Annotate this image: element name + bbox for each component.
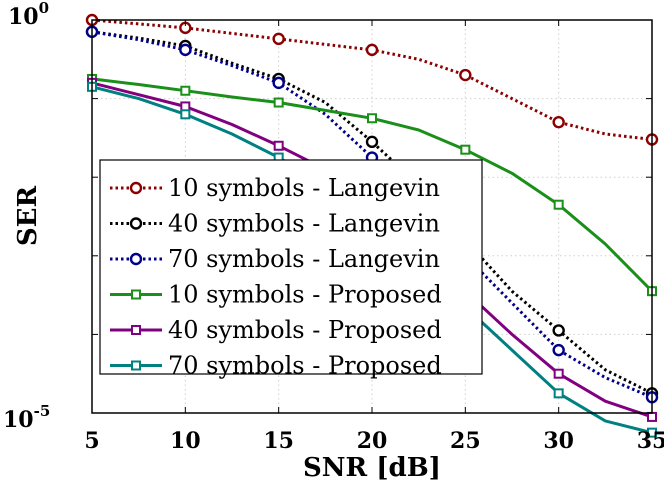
data-point xyxy=(460,144,471,155)
legend-label: 70 symbols - Proposed xyxy=(168,352,442,380)
data-point xyxy=(131,325,141,335)
legend-entry: 70 symbols - Langevin xyxy=(110,245,440,273)
data-point xyxy=(131,289,141,300)
data-point xyxy=(272,76,285,90)
x-axis-title: SNR [dB] xyxy=(303,453,441,483)
data-point xyxy=(365,135,379,149)
data-point xyxy=(459,68,472,82)
x-tick-label: 5 xyxy=(84,428,99,454)
data-point xyxy=(129,252,143,266)
data-point xyxy=(273,97,284,108)
data-point xyxy=(129,181,143,195)
data-point xyxy=(553,368,564,379)
data-point xyxy=(180,85,191,96)
x-tick-label: 10 xyxy=(170,428,201,454)
data-point xyxy=(179,43,192,57)
legend-label: 10 symbols - Langevin xyxy=(168,174,440,202)
data-point xyxy=(367,113,377,124)
x-tick-label: 15 xyxy=(263,428,294,454)
data-point xyxy=(647,411,657,422)
data-point xyxy=(647,427,657,438)
x-tick-label: 25 xyxy=(450,428,481,454)
y-tick-exponent: 0 xyxy=(39,0,49,17)
x-tick-label: 35 xyxy=(637,428,664,454)
legend-entry: 10 symbols - Langevin xyxy=(110,174,440,202)
legend: 10 symbols - Langevin 40 symbols - Langev… xyxy=(99,159,483,380)
legend-entry: 40 symbols - Langevin xyxy=(110,210,440,238)
data-point xyxy=(273,140,284,151)
series-10-symbols-proposed xyxy=(87,73,657,297)
series-layer xyxy=(85,13,659,438)
y-tick-exponent: -5 xyxy=(34,402,51,420)
data-point xyxy=(131,360,141,371)
data-point xyxy=(180,109,191,120)
data-point xyxy=(365,43,379,57)
data-point xyxy=(129,217,143,230)
y-tick-labels: 100 10-5 xyxy=(3,0,50,433)
y-tick-label-top: 100 xyxy=(8,0,49,30)
y-axis-title: SER xyxy=(13,186,43,247)
y-tick-label-bottom: 10-5 xyxy=(3,402,50,433)
legend-entry: 70 symbols - Proposed xyxy=(110,352,442,380)
data-point xyxy=(552,324,565,337)
legend-box xyxy=(99,159,483,375)
data-point xyxy=(553,388,564,399)
data-point xyxy=(553,199,564,210)
legend-label: 40 symbols - Langevin xyxy=(168,210,440,238)
legend-items: 10 symbols - Langevin 40 symbols - Langev… xyxy=(110,174,442,380)
legend-entry: 40 symbols - Proposed xyxy=(110,316,442,344)
tick-marks xyxy=(91,19,653,414)
data-point xyxy=(180,101,191,112)
data-point xyxy=(272,32,285,46)
legend-label: 70 symbols - Langevin xyxy=(168,245,440,273)
x-tick-label: 30 xyxy=(543,428,574,454)
data-point xyxy=(552,343,565,357)
data-point xyxy=(552,115,565,129)
legend-entry: 10 symbols - Proposed xyxy=(110,281,442,309)
x-tick-label: 20 xyxy=(357,428,388,454)
legend-label: 40 symbols - Proposed xyxy=(168,316,442,344)
legend-label: 10 symbols - Proposed xyxy=(168,281,442,309)
x-tick-labels: 5 10 15 20 25 30 35 xyxy=(84,428,664,454)
